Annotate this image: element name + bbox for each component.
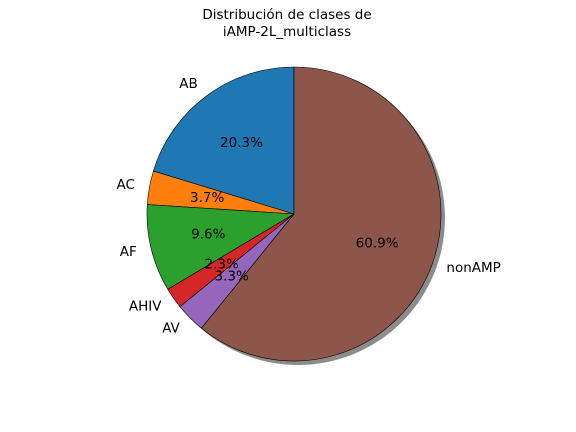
slice-label-av: AV bbox=[162, 320, 180, 336]
slice-percent-nonamp: 60.9% bbox=[356, 236, 399, 252]
chart-title: Distribución de clases de iAMP-2L_multic… bbox=[202, 7, 371, 40]
slice-percent-ab: 20.3% bbox=[220, 135, 263, 151]
slice-label-ab: AB bbox=[179, 76, 198, 92]
slice-label-nonamp: nonAMP bbox=[446, 260, 500, 276]
slice-percent-af: 9.6% bbox=[191, 227, 225, 243]
slice-percent-ac: 3.7% bbox=[190, 190, 224, 206]
slice-label-af: AF bbox=[120, 244, 137, 260]
slice-percent-av: 3.3% bbox=[215, 268, 249, 284]
slice-label-ac: AC bbox=[116, 177, 134, 193]
chart-title-line-2: iAMP-2L_multiclass bbox=[223, 24, 351, 40]
chart-title-line-1: Distribución de clases de bbox=[202, 7, 371, 23]
slice-label-ahiv: AHIV bbox=[129, 299, 162, 315]
pie-wedges bbox=[147, 67, 441, 361]
